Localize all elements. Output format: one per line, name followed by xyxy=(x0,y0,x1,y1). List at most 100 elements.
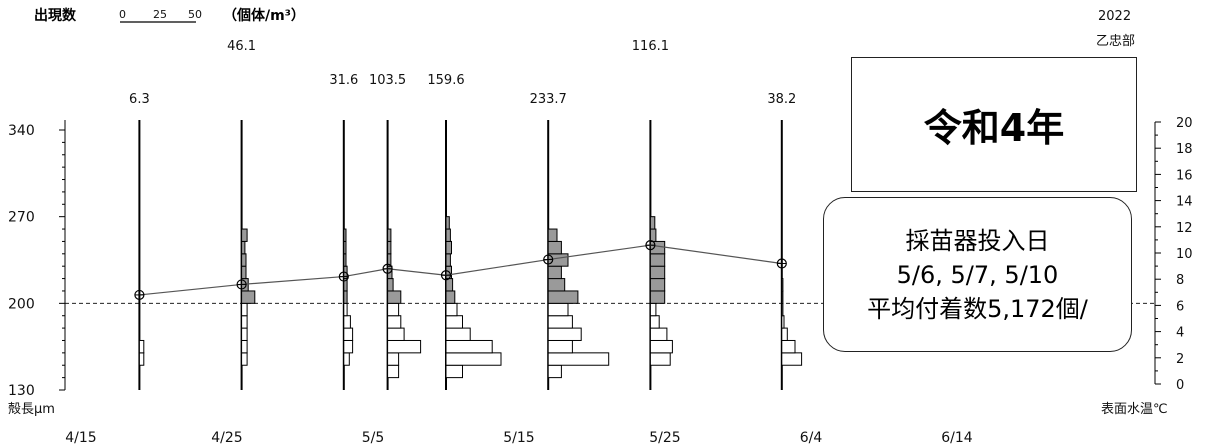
histogram-bar xyxy=(781,290,784,304)
histogram-bar xyxy=(649,339,673,354)
histogram-bar xyxy=(781,302,784,317)
histogram-bar xyxy=(138,352,145,366)
histogram-bar xyxy=(547,290,579,304)
scale-tick-50: 50 xyxy=(188,8,202,21)
histogram-bar xyxy=(649,265,666,280)
axes: 340270200130殻長μm20181614121086420表面水温℃4/… xyxy=(8,116,1193,446)
histogram-bar xyxy=(241,253,247,267)
histogram-bar xyxy=(445,290,456,304)
right-tick-label: 8 xyxy=(1176,273,1184,288)
histogram-bar xyxy=(547,352,610,366)
date-tick-label: 5/5 xyxy=(362,430,385,446)
histogram-bar xyxy=(241,290,256,304)
right-tick-label: 12 xyxy=(1176,221,1193,236)
info-line-3: 平均付着数5,172個/ xyxy=(867,294,1088,323)
scale-tick-25: 25 xyxy=(153,8,167,21)
scale-unit: （個体/m³） xyxy=(223,7,305,24)
info-line-2: 5/6, 5/7, 5/10 xyxy=(896,260,1059,289)
histogram-bar xyxy=(781,339,796,354)
date-tick-label: 4/25 xyxy=(211,430,242,446)
histogram-bar xyxy=(445,240,452,255)
left-tick-label: 200 xyxy=(8,296,35,312)
histogram-bar xyxy=(387,364,400,379)
sample-total-label: 6.3 xyxy=(129,92,150,107)
right-tick-label: 4 xyxy=(1176,326,1184,341)
histogram-bar xyxy=(547,240,562,255)
sample-total-label: 233.7 xyxy=(530,92,567,107)
temperature-line xyxy=(139,244,782,296)
date-tick-label: 5/15 xyxy=(503,430,534,446)
histogram-bar xyxy=(547,339,573,354)
histogram-bar xyxy=(547,315,573,329)
histogram-bar xyxy=(547,278,566,292)
year-label: 2022 xyxy=(1098,9,1131,24)
histogram-bar xyxy=(343,240,347,255)
histogram-bar xyxy=(649,315,660,329)
left-tick-label: 340 xyxy=(8,123,35,139)
right-tick-label: 20 xyxy=(1176,116,1193,131)
sample-total-label: 46.1 xyxy=(227,39,256,54)
histogram-bar xyxy=(241,228,248,242)
title-box: 令和4年 xyxy=(851,57,1137,192)
histogram-bar xyxy=(445,364,463,379)
histogram-bar xyxy=(387,228,392,242)
histogram-bar xyxy=(241,339,248,354)
left-tick-label: 130 xyxy=(8,383,35,399)
histogram-bar xyxy=(781,352,803,366)
histogram-bar xyxy=(387,352,400,366)
histogram-bar xyxy=(241,315,248,329)
histogram-bar xyxy=(241,265,247,280)
info-box: 採苗器投入日 5/6, 5/7, 5/10 平均付着数5,172個/ xyxy=(823,197,1132,352)
histogram-bar xyxy=(649,352,671,366)
histogram-bar xyxy=(387,302,400,317)
histogram-bar xyxy=(138,339,145,354)
sample-total-label: 38.2 xyxy=(767,92,796,107)
histogram-bar xyxy=(649,278,666,292)
histogram-bar xyxy=(445,315,463,329)
histogram-bar xyxy=(445,278,454,292)
date-tick-label: 6/4 xyxy=(800,430,823,446)
info-line-1: 採苗器投入日 xyxy=(905,226,1050,255)
histogram-bar xyxy=(649,240,666,255)
plot-area: 6.3 46.1 31.6 103.5 159.6 233.7 116.1 38.2 xyxy=(129,39,803,390)
histogram-bar xyxy=(649,290,666,304)
histogram-bar xyxy=(343,352,350,366)
histogram-bar xyxy=(343,290,348,304)
sample-total-label: 103.5 xyxy=(369,73,406,88)
histogram-bar xyxy=(387,315,402,329)
histogram-bar xyxy=(387,278,394,292)
histogram-bar xyxy=(387,290,402,304)
histogram-bar xyxy=(445,216,450,230)
histogram-bar xyxy=(547,364,562,379)
histogram-bar xyxy=(343,327,354,341)
histogram-bar xyxy=(343,315,351,329)
histogram-bar xyxy=(387,240,392,255)
sample-total-label: 31.6 xyxy=(329,73,358,88)
left-tick-label: 270 xyxy=(8,210,35,226)
location-label: 乙忠部 xyxy=(1096,34,1135,49)
left-axis-label: 殻長μm xyxy=(8,402,55,417)
histogram-bar xyxy=(387,339,422,354)
count-label: 出現数 xyxy=(34,7,77,24)
histogram-bar xyxy=(781,327,788,341)
histogram-bar xyxy=(547,302,569,317)
histogram-bar xyxy=(343,253,347,267)
histogram-bar xyxy=(445,327,471,341)
histogram-bar xyxy=(343,228,347,242)
histogram-bar xyxy=(547,327,582,341)
histogram-bar xyxy=(649,327,668,341)
histogram-bar xyxy=(343,302,348,317)
right-tick-label: 18 xyxy=(1176,142,1193,157)
sample-total-label: 116.1 xyxy=(632,39,669,54)
date-tick-label: 4/15 xyxy=(65,430,96,446)
date-tick-label: 5/25 xyxy=(649,430,680,446)
histogram-bar xyxy=(649,302,657,317)
histogram-bar xyxy=(241,327,248,341)
histogram-bar xyxy=(547,265,562,280)
sample-total-label: 159.6 xyxy=(427,73,464,88)
histogram-bar xyxy=(241,240,246,255)
histogram-bar xyxy=(241,302,248,317)
histogram-bar xyxy=(241,352,248,366)
right-tick-label: 6 xyxy=(1176,299,1184,314)
histogram-bar xyxy=(649,216,656,230)
